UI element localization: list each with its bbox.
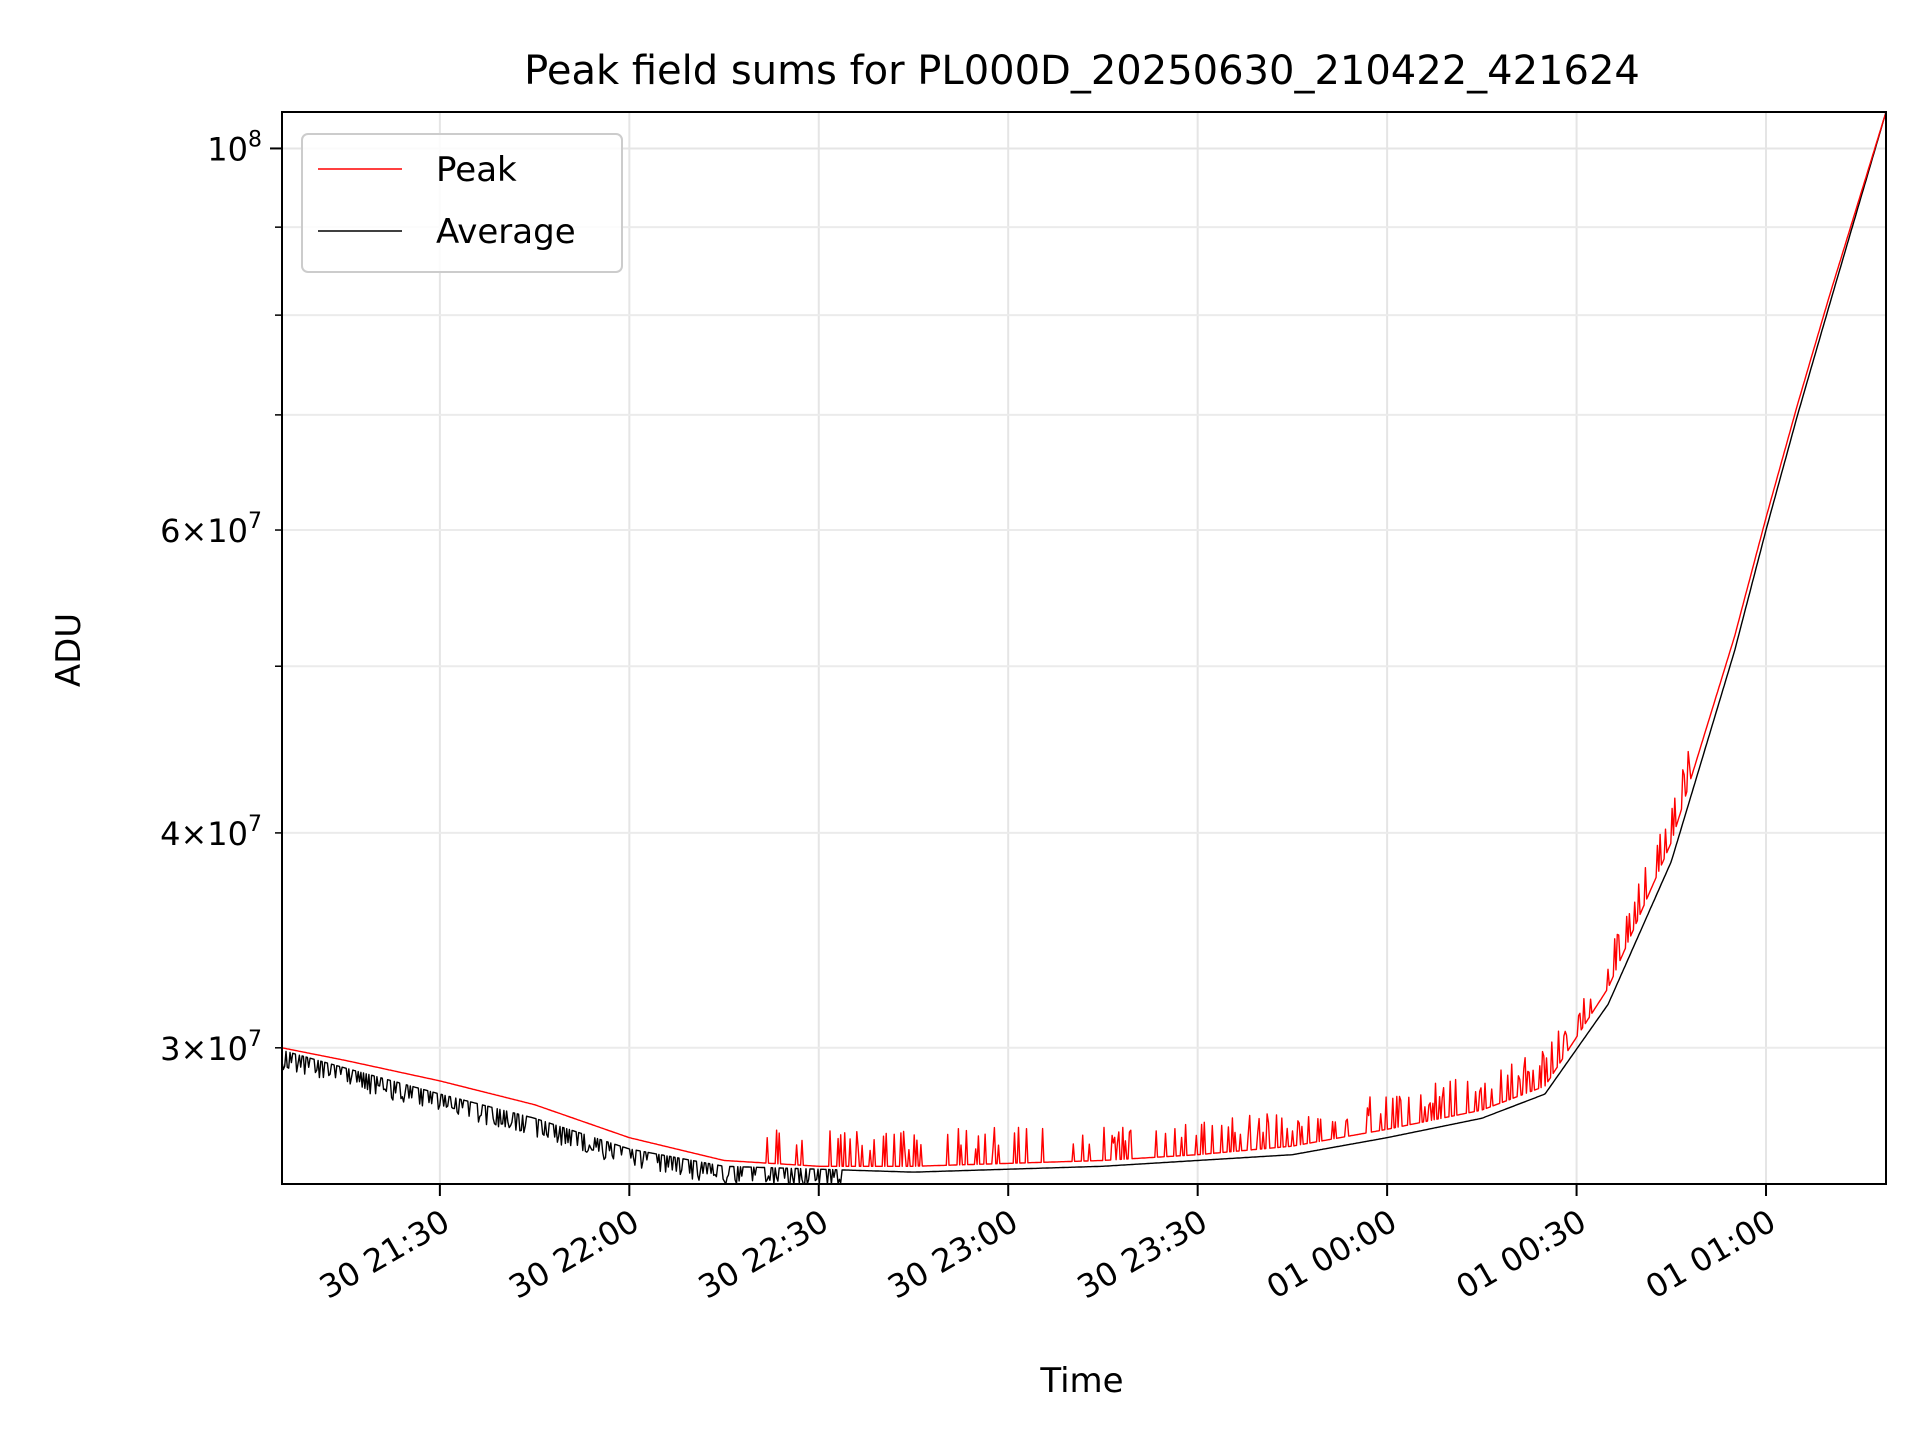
legend-label-average: Average (436, 212, 576, 252)
series-line-average (281, 111, 1887, 1185)
y-axis-label: ADU (49, 613, 89, 687)
chart-title: Peak field sums for PL000D_20250630_2104… (524, 48, 1640, 94)
grid-lines (282, 112, 1886, 1184)
series-line-peak (281, 111, 1887, 1168)
plot-frame (281, 111, 1887, 1185)
x-axis-label: Time (1039, 1361, 1123, 1401)
y-axis: 108 3×107 4×107 6×107 (160, 127, 282, 1068)
series-layer (281, 111, 1887, 1185)
y-tick-label: 108 (207, 127, 262, 168)
legend-label-peak: Peak (436, 150, 517, 190)
y-tick-label: 3×107 (160, 1027, 262, 1068)
legend: Peak Average (301, 133, 623, 273)
y-tick-label: 6×107 (160, 509, 262, 550)
y-tick-label: 4×107 (160, 812, 262, 853)
